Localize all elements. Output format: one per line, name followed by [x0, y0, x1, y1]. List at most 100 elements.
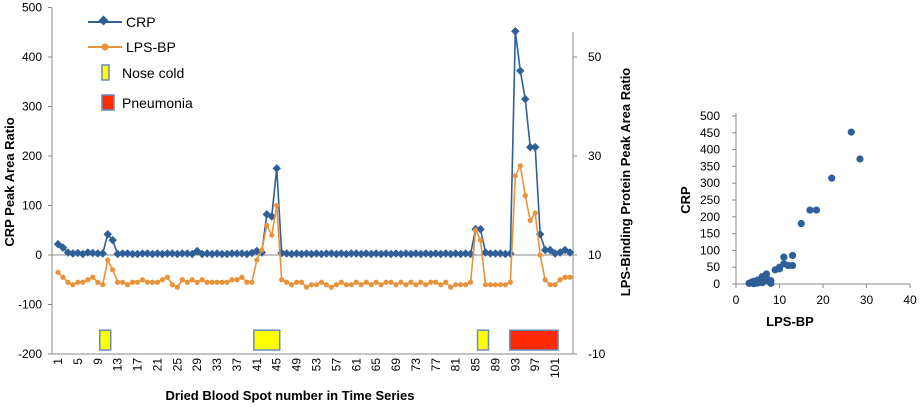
- left-y-tick-label: 0: [35, 248, 42, 262]
- legend-item-crp: CRP: [88, 14, 156, 30]
- data-point-crp: [282, 249, 291, 258]
- right-y-tick-label: 10: [588, 248, 602, 262]
- legend-label-nose-cold: Nose cold: [122, 65, 184, 81]
- data-point-crp: [158, 249, 167, 259]
- data-point-lpsbp: [413, 282, 419, 288]
- scatter-point: [806, 206, 814, 214]
- data-point-crp: [153, 249, 162, 258]
- data-point-lpsbp: [323, 282, 330, 288]
- x-tick-label: 81: [449, 358, 463, 372]
- data-point-crp: [342, 249, 351, 259]
- data-point-crp: [386, 249, 396, 259]
- data-point-lpsbp: [308, 282, 315, 288]
- data-point-lpsbp: [338, 279, 344, 285]
- legend-label-lpsbp: LPS-BP: [126, 39, 176, 55]
- scatter-y-tick-label: 250: [700, 193, 720, 207]
- data-point-crp: [506, 249, 515, 258]
- data-point-lpsbp: [110, 267, 116, 273]
- scatter-y-tick-label: 150: [700, 227, 720, 241]
- x-tick-label: 1: [51, 358, 65, 365]
- data-point-crp: [361, 249, 371, 258]
- data-point-crp: [501, 249, 510, 259]
- legend-box-nose-cold: [101, 64, 110, 81]
- scatter-point: [828, 174, 836, 182]
- data-point-lpsbp: [383, 279, 389, 285]
- scatter-point: [788, 251, 797, 260]
- data-point-crp: [317, 249, 326, 259]
- data-point-crp: [521, 94, 530, 104]
- data-point-lpsbp: [229, 277, 235, 283]
- data-point-crp: [178, 249, 187, 258]
- data-point-crp: [163, 249, 172, 258]
- annotation-box-nose-cold: [476, 329, 490, 351]
- x-tick-label: 33: [210, 358, 224, 372]
- scatter-y-tick-label: 350: [700, 159, 720, 173]
- data-point-crp: [516, 66, 525, 76]
- data-point-lpsbp: [120, 279, 126, 285]
- data-point-lpsbp: [428, 279, 434, 285]
- data-point-crp: [431, 249, 441, 258]
- data-point-crp: [332, 249, 341, 259]
- data-point-crp: [88, 248, 98, 258]
- data-point-crp: [217, 249, 227, 259]
- data-point-lpsbp: [358, 282, 364, 288]
- data-point-lpsbp: [60, 274, 66, 280]
- scatter-y-tick-label: 500: [700, 109, 720, 123]
- data-point-lpsbp: [423, 282, 429, 288]
- scatter-y-tick-label: 400: [700, 143, 720, 157]
- data-point-crp: [237, 249, 247, 258]
- data-point-crp: [168, 249, 177, 258]
- scatter-y-tick-label: 450: [700, 126, 720, 140]
- data-point-lpsbp: [477, 237, 484, 243]
- data-point-lpsbp: [159, 277, 165, 283]
- data-point-lpsbp: [264, 222, 270, 228]
- data-point-lpsbp: [547, 282, 553, 288]
- data-point-lpsbp: [403, 282, 409, 288]
- data-point-crp: [312, 249, 321, 258]
- data-point-crp: [446, 249, 455, 259]
- data-point-lpsbp: [517, 163, 523, 169]
- data-point-lpsbp: [303, 284, 310, 290]
- x-tick-label: 77: [429, 358, 443, 372]
- data-point-lpsbp: [298, 279, 305, 285]
- data-point-lpsbp: [269, 232, 275, 238]
- data-point-lpsbp: [259, 247, 265, 253]
- data-point-lpsbp: [65, 279, 71, 285]
- data-point-crp: [83, 248, 93, 257]
- data-point-crp: [436, 249, 445, 259]
- data-point-crp: [411, 249, 421, 258]
- left-y-tick-label: 200: [22, 149, 42, 163]
- scatter-x-tick-label: 20: [816, 293, 830, 307]
- data-point-crp: [441, 249, 450, 258]
- x-tick-label: 5: [71, 358, 85, 365]
- data-point-lpsbp: [363, 279, 369, 285]
- data-point-lpsbp: [55, 269, 61, 275]
- data-point-crp: [530, 142, 540, 152]
- data-point-crp: [352, 249, 361, 258]
- data-point-lpsbp: [249, 279, 255, 285]
- x-tick-label: 49: [290, 358, 304, 372]
- annotation-box-pneumonia: [509, 329, 559, 351]
- x-tick-label: 53: [309, 358, 323, 372]
- data-point-lpsbp: [348, 282, 354, 288]
- data-point-lpsbp: [274, 202, 280, 209]
- data-point-crp: [307, 249, 316, 259]
- legend-item-lpsbp: LPS-BP: [88, 39, 176, 55]
- data-point-lpsbp: [204, 279, 210, 285]
- scatter-y-axis-title: CRP: [678, 186, 693, 214]
- scatter-x-tick-label: 10: [773, 293, 787, 307]
- left-y-tick-label: 400: [22, 50, 42, 64]
- data-point-lpsbp: [482, 282, 489, 288]
- data-point-lpsbp: [75, 279, 81, 285]
- scatter-x-tick-label: 40: [903, 293, 917, 307]
- data-point-lpsbp: [279, 277, 285, 283]
- annotation-boxes: [98, 329, 559, 351]
- data-point-lpsbp: [284, 279, 290, 285]
- scatter-y-tick-label: 100: [700, 243, 720, 257]
- data-point-lpsbp: [433, 279, 439, 285]
- x-tick-label: 73: [409, 358, 423, 372]
- data-point-crp: [366, 249, 376, 259]
- legend-item-pneumonia: Pneumonia: [101, 94, 193, 111]
- data-point-lpsbp: [487, 282, 494, 288]
